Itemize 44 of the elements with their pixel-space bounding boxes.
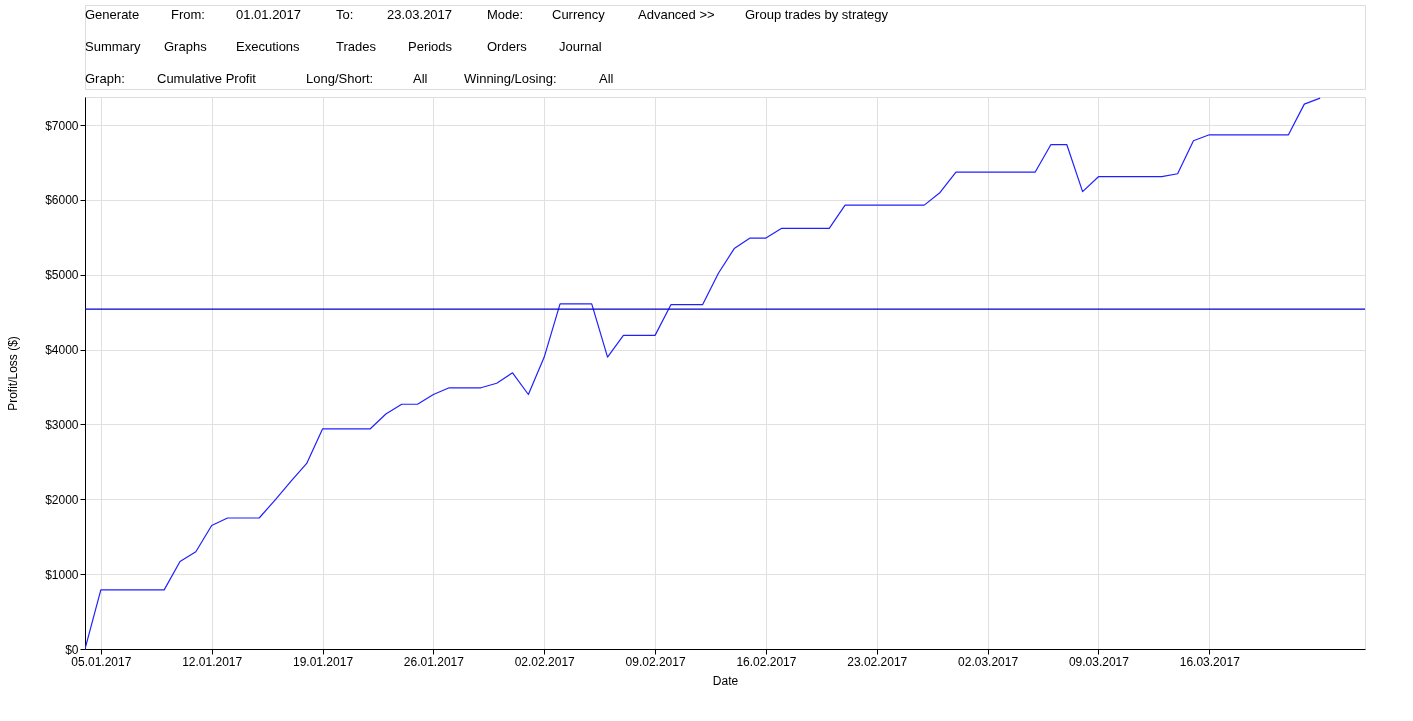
text: From: (171, 7, 205, 22)
x-tick-label: 12.01.2017 (182, 654, 243, 669)
x-tick-label: 02.02.2017 (514, 654, 576, 669)
x-tick-label: 09.02.2017 (625, 654, 686, 669)
y-tick-label: $3000 (45, 417, 79, 432)
text: Trades (336, 39, 377, 54)
line-series (85, 97, 1321, 649)
text: All (599, 71, 614, 86)
y-tick-label: $0 (65, 642, 79, 657)
text: Long/Short: (306, 71, 374, 86)
text: To: (336, 7, 354, 22)
y-tick-label: $2000 (45, 492, 79, 507)
y-axis-title: Profit/Loss ($) (6, 336, 21, 411)
y-tick-label: $1000 (45, 567, 79, 582)
text: Advanced >> (638, 7, 715, 22)
x-tick-label: 23.02.2017 (847, 654, 908, 669)
text: Graphs (164, 39, 208, 54)
x-axis-title: Date (712, 673, 739, 688)
text: Executions (236, 39, 301, 54)
y-tick-label: $7000 (45, 118, 79, 133)
text: Currency (552, 7, 606, 22)
x-tick-label: 16.03.2017 (1179, 654, 1241, 669)
x-tick-label: 26.01.2017 (403, 654, 465, 669)
text: Cumulative Profit (157, 71, 257, 86)
text: Generate (85, 7, 140, 22)
text: Winning/Losing: (464, 71, 557, 86)
x-tick-label: 05.01.2017 (71, 654, 132, 669)
text: Group trades by strategy (745, 7, 889, 22)
x-tick-label: 09.03.2017 (1068, 654, 1130, 669)
text: 23.03.2017 (387, 7, 453, 22)
y-tick-label: $6000 (45, 193, 79, 208)
text: Graph: (85, 71, 125, 86)
x-tick-label: 19.01.2017 (292, 654, 354, 669)
y-tick-label: $5000 (45, 268, 79, 283)
text: 01.01.2017 (236, 7, 302, 22)
x-tick-label: 16.02.2017 (736, 654, 797, 669)
text: Summary (85, 39, 142, 54)
text: Periods (408, 39, 453, 54)
x-tick-label: 02.03.2017 (958, 654, 1019, 669)
text: Orders (487, 39, 528, 54)
text: Mode: (487, 7, 524, 22)
text: All (413, 71, 428, 86)
y-tick-label: $4000 (45, 343, 79, 358)
text: Journal (559, 39, 602, 54)
